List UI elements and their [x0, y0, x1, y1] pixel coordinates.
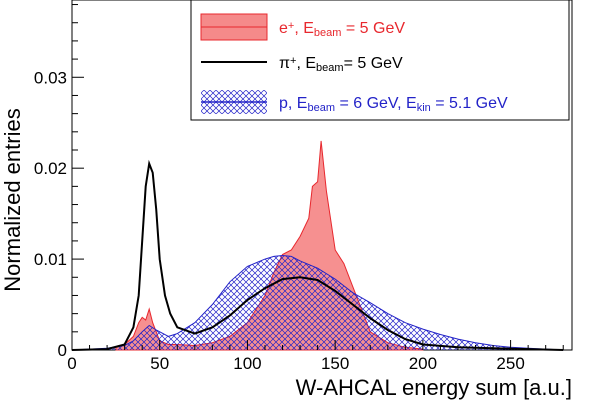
- y-tick-label: 0.03: [34, 68, 67, 87]
- series-2-proton-line: [71, 254, 564, 351]
- x-axis-title: W-AHCAL energy sum [a.u.]: [296, 375, 572, 400]
- legend-label-0: e+, Ebeam = 5 GeV: [279, 20, 405, 40]
- legend-entry-1: π+, Ebeam= 5 GeV: [201, 55, 403, 75]
- legend-label-1: π+, Ebeam= 5 GeV: [279, 55, 403, 75]
- legend: e+, Ebeam = 5 GeV π+, Ebeam= 5 GeV p, Ebea…: [190, 0, 570, 121]
- y-axis-title: Normalized entries: [0, 108, 25, 291]
- x-tick-label: 0: [67, 354, 76, 373]
- legend-label-2: p, Ebeam = 6 GeV, Ekin = 5.1 GeV: [279, 95, 508, 114]
- x-tick-label: 200: [409, 354, 437, 373]
- series-2-proton-hatch: [72, 255, 564, 350]
- axis-layer: 0 50 100 150 200 250 0 0.01 0.02 0.03: [34, 4, 564, 373]
- x-tick-label: 100: [233, 354, 261, 373]
- series-1-pion-line: [71, 159, 564, 351]
- y-tick-label: 0.02: [34, 159, 67, 178]
- legend-entry-2: p, Ebeam = 6 GeV, Ekin = 5.1 GeV: [201, 90, 508, 114]
- x-tick-label: 50: [150, 354, 169, 373]
- legend-entry-0: e+, Ebeam = 5 GeV: [200, 13, 405, 41]
- y-tick-label: 0: [58, 341, 67, 360]
- x-tick-label: 250: [496, 354, 524, 373]
- y-tick-label: 0.01: [34, 250, 67, 269]
- series-layer: [71, 140, 564, 351]
- x-tick-label: 150: [321, 354, 349, 373]
